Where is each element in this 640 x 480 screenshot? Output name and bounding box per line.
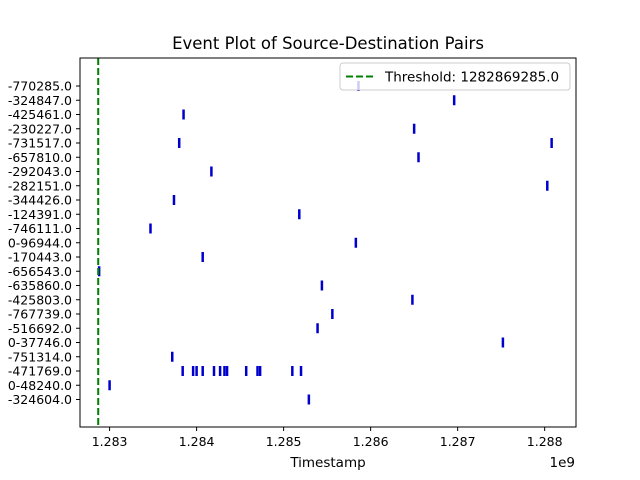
y-tick-label: -170443.0 xyxy=(8,250,72,265)
y-tick-label: -656543.0 xyxy=(8,264,72,279)
y-tick-labels: -770285.0-324847.0-425461.0-230227.0-731… xyxy=(8,79,72,408)
y-tick-label: -425803.0 xyxy=(8,292,72,307)
x-ticks: 1.283 1.284 1.285 1.286 1.287 1.288 xyxy=(92,427,563,449)
chart-title: Event Plot of Source-Destination Pairs xyxy=(172,34,484,53)
y-tick-label: -425461.0 xyxy=(8,107,72,122)
event-marks xyxy=(97,81,553,405)
legend: Threshold: 1282869285.0 xyxy=(339,62,571,91)
y-tick-label: 0-48240.0 xyxy=(8,378,72,393)
y-tick-label: -324604.0 xyxy=(8,392,72,407)
y-tick-label: 0-37746.0 xyxy=(8,335,72,350)
y-tick-label: -767739.0 xyxy=(8,307,72,322)
y-tick-label: -746111.0 xyxy=(8,221,72,236)
y-tick-label: -731517.0 xyxy=(8,136,72,151)
y-tick-label: -516692.0 xyxy=(8,321,72,336)
x-axis-label: Timestamp xyxy=(289,455,365,471)
y-tick-label: -292043.0 xyxy=(8,164,72,179)
legend-threshold-label: Threshold: 1282869285.0 xyxy=(384,70,559,86)
x-tick-label: 1.283 xyxy=(92,434,128,449)
y-tick-label: -635860.0 xyxy=(8,278,72,293)
y-tick-label: -770285.0 xyxy=(8,79,72,94)
y-tick-label: -344426.0 xyxy=(8,193,72,208)
y-tick-label: -324847.0 xyxy=(8,93,72,108)
y-tick-label: -657810.0 xyxy=(8,150,72,165)
x-tick-label: 1.285 xyxy=(266,434,302,449)
legend-frame xyxy=(339,62,571,91)
y-tick-label: -124391.0 xyxy=(8,207,72,222)
plot-area-frame xyxy=(79,57,577,428)
x-offset-label: 1e9 xyxy=(550,455,575,471)
y-tick-label: 0-96944.0 xyxy=(8,235,72,250)
y-tick-label: -282151.0 xyxy=(8,178,72,193)
y-tick-label: -751314.0 xyxy=(8,349,72,364)
y-tick-label: -471769.0 xyxy=(8,364,72,379)
x-tick-label: 1.284 xyxy=(179,434,215,449)
x-tick-label: 1.288 xyxy=(527,434,563,449)
y-ticks xyxy=(76,85,80,400)
x-tick-label: 1.286 xyxy=(353,434,389,449)
y-tick-label: -230227.0 xyxy=(8,121,72,136)
x-tick-label: 1.287 xyxy=(440,434,476,449)
